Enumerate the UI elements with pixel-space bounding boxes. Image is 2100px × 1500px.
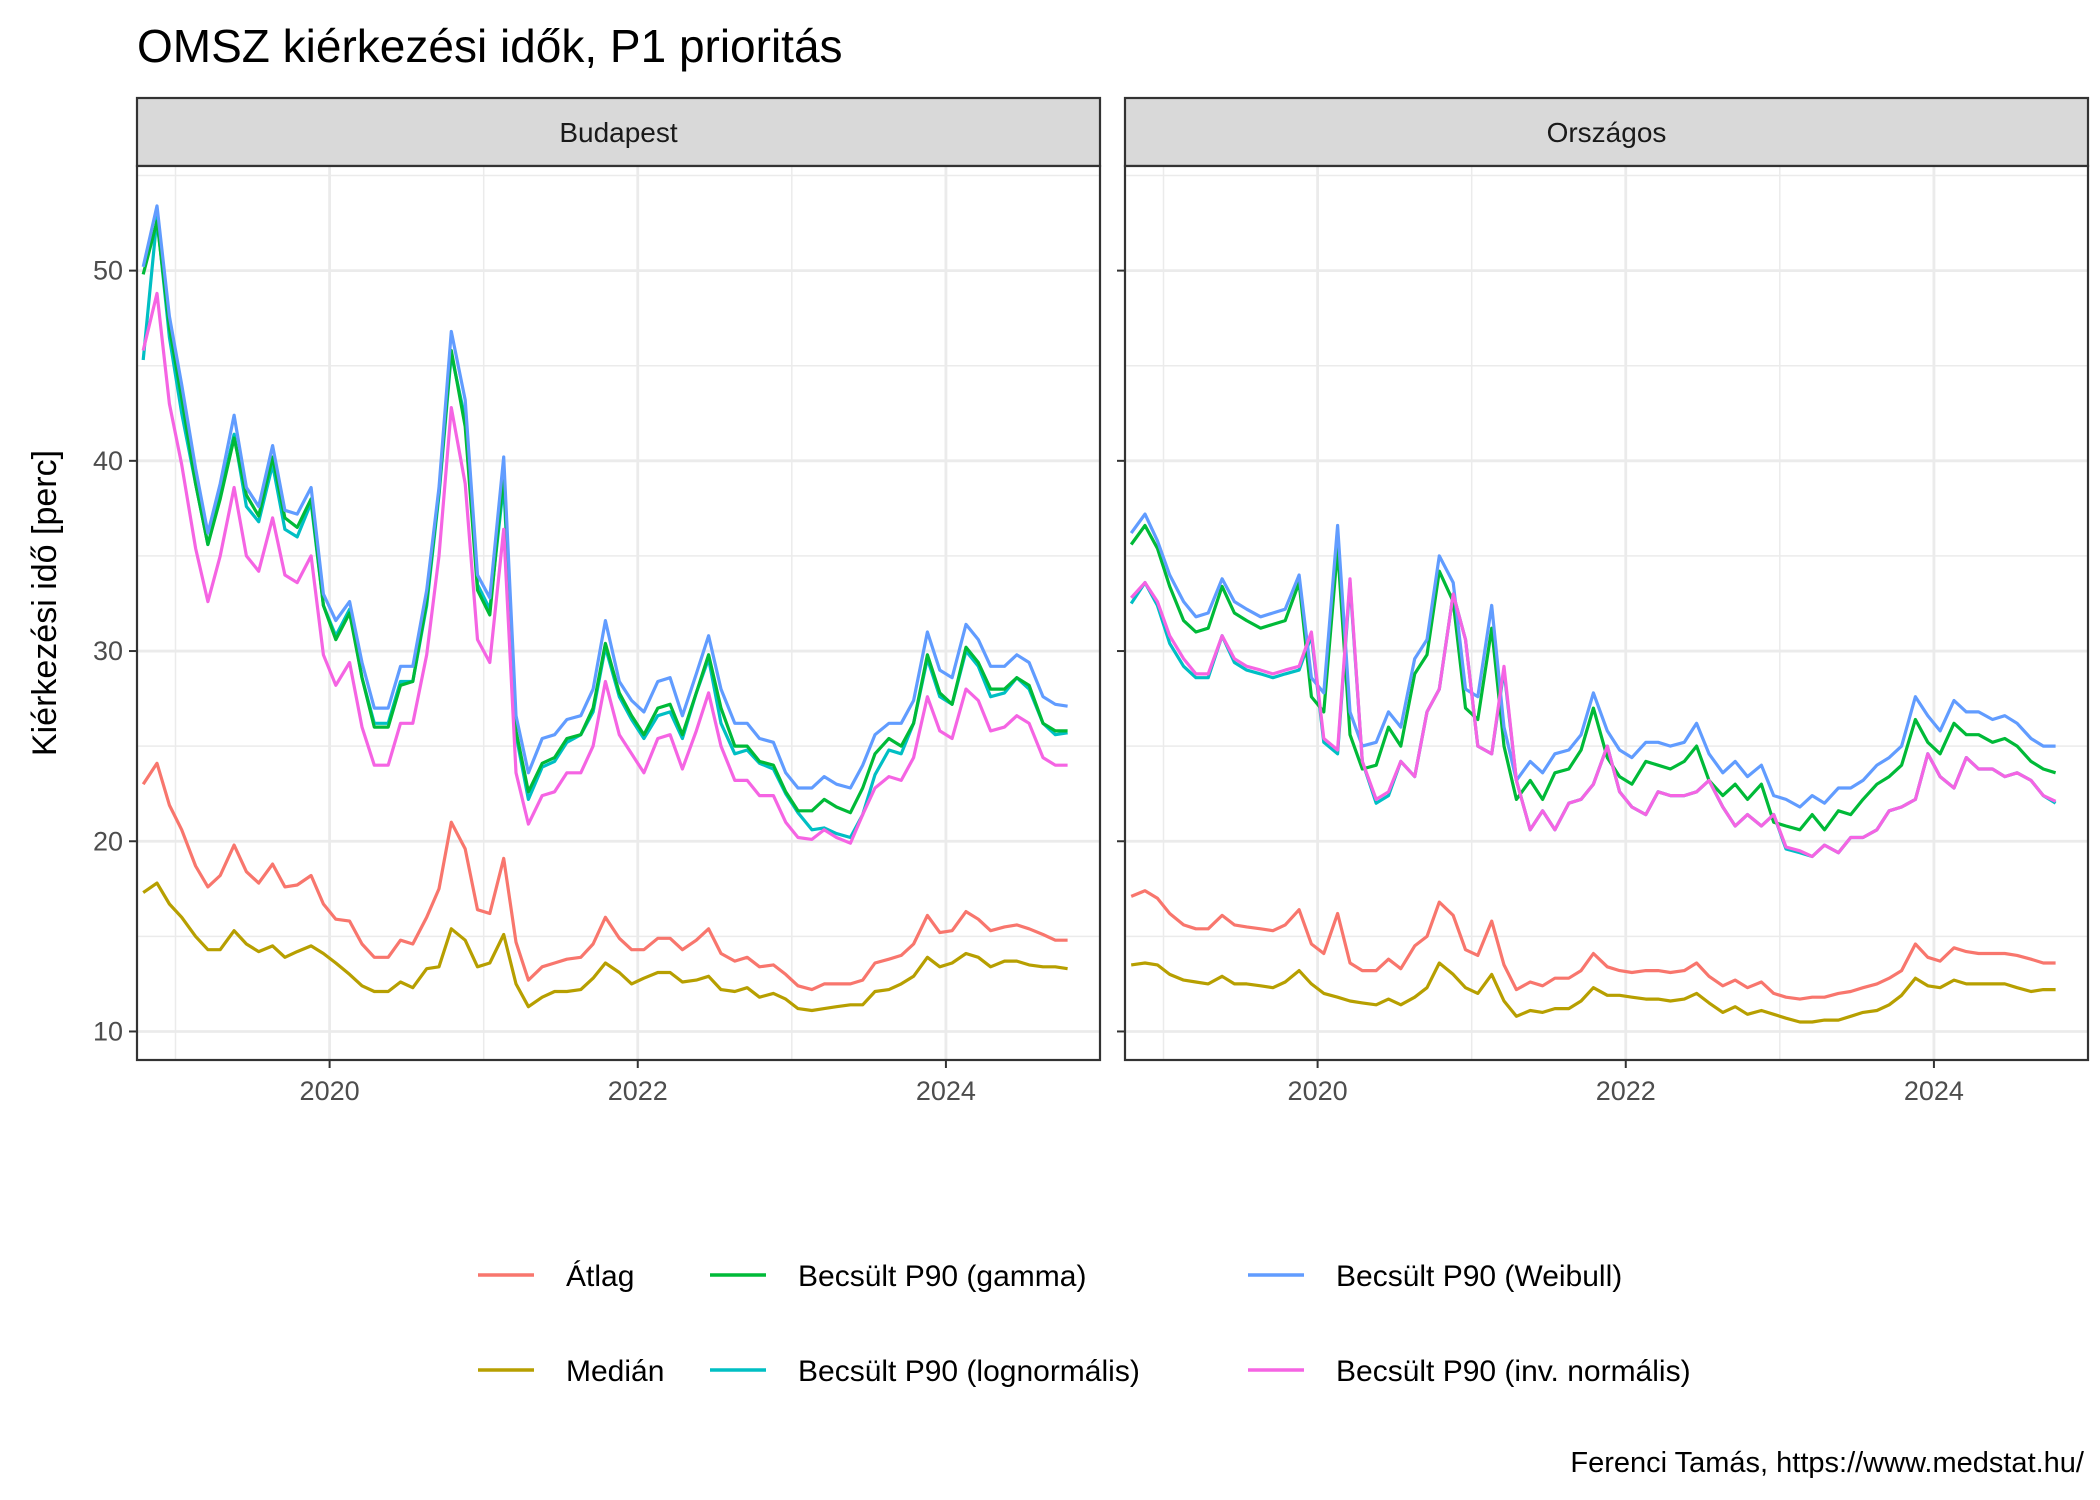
series-line-median [142, 881, 1068, 1013]
legend: Átlag Becsült P90 (gamma) Becsült P90 (Wei… [478, 1260, 1691, 1388]
x-tick-label: 2022 [608, 1076, 668, 1106]
facet-strip-orszagos [1123, 96, 2090, 168]
plot-area-orszagos [1125, 166, 2088, 1060]
legend-item-becsult-p90-weibull: Becsült P90 (Weibull) [1248, 1260, 1622, 1293]
series-group-orszagos [1129, 512, 2057, 1024]
legend-label: Medián [566, 1355, 664, 1388]
facet-label-budapest: Budapest [559, 117, 678, 148]
legend-item-atlag: Átlag [478, 1260, 634, 1293]
facet-panels: Budapest 2020 2022 2024 10 20 30 40 50 Országos 20… [93, 96, 2090, 1106]
y-tick-label: 40 [93, 446, 123, 476]
series-line-becsult-p90-weibull [1129, 512, 2056, 809]
series-line-becsult-p90-gamma [1129, 523, 2057, 832]
x-tick-label: 2020 [1288, 1076, 1348, 1106]
facet-label-orszagos: Országos [1547, 117, 1667, 148]
series-line-median [1130, 961, 2056, 1024]
y-axis-title: Kiérkezési idő [perc] [26, 450, 64, 756]
grid-orszagos [1125, 166, 2088, 1060]
x-tick-label: 2024 [1904, 1076, 1964, 1106]
panel-border-budapest [135, 164, 1102, 1062]
series-line-atlag [1130, 889, 2056, 1001]
panel-orszagos: Országos 2020 2022 2024 [1117, 96, 2090, 1106]
panel-border-orszagos [1123, 164, 2090, 1062]
x-tick-label: 2020 [300, 1076, 360, 1106]
legend-item-becsult-p90-lognormalis: Becsült P90 (lognormális) [710, 1355, 1140, 1388]
x-tick-label: 2024 [916, 1076, 976, 1106]
plot-area-budapest [137, 166, 1100, 1060]
series-line-becsult-p90-weibull [141, 204, 1068, 790]
legend-label: Becsült P90 (inv. normális) [1336, 1355, 1691, 1388]
legend-label: Becsült P90 (gamma) [798, 1260, 1086, 1293]
grid-budapest [137, 166, 1100, 1060]
caption: Ferenci Tamás, https://www.medstat.hu/ [1570, 1447, 2085, 1479]
legend-item-becsult-p90-gamma: Becsült P90 (gamma) [710, 1260, 1086, 1293]
legend-label: Becsült P90 (lognormális) [798, 1355, 1140, 1388]
y-tick-label: 30 [93, 636, 123, 666]
series-line-atlag [141, 761, 1068, 992]
legend-item-becsult-p90-inv-normalis: Becsült P90 (inv. normális) [1248, 1355, 1691, 1388]
series-line-becsult-p90-gamma [141, 219, 1068, 815]
series-line-becsult-p90-inv-normalis [1130, 577, 2057, 859]
y-tick-label: 10 [93, 1016, 123, 1046]
legend-item-median: Medián [478, 1355, 664, 1388]
facet-strip-budapest [135, 96, 1102, 168]
series-group-budapest [141, 204, 1068, 1013]
series-line-becsult-p90-inv-normalis [141, 291, 1068, 845]
y-tick-label: 50 [93, 256, 123, 286]
y-tick-label: 20 [93, 826, 123, 856]
panel-budapest: Budapest 2020 2022 2024 10 20 30 40 50 [93, 96, 1102, 1106]
legend-label: Becsült P90 (Weibull) [1336, 1260, 1622, 1293]
legend-label: Átlag [566, 1260, 634, 1293]
x-tick-label: 2022 [1596, 1076, 1656, 1106]
chart-title: OMSZ kiérkezési idők, P1 prioritás [137, 20, 843, 72]
